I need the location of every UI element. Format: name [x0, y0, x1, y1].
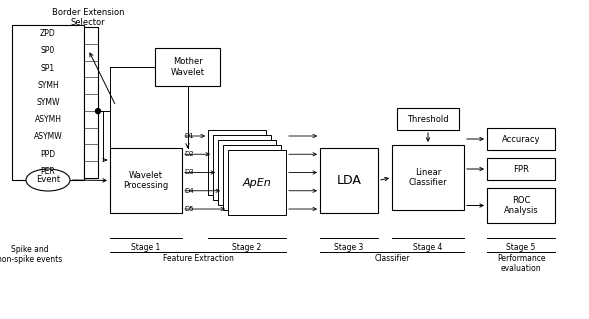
Text: Stage 5: Stage 5	[507, 243, 535, 252]
Text: SYMW: SYMW	[37, 98, 59, 107]
Text: Spike and
non-spike events: Spike and non-spike events	[0, 245, 62, 264]
Bar	[208, 130, 266, 195]
Text: SYMH: SYMH	[37, 81, 59, 90]
Text: Wavelet
Processing: Wavelet Processing	[123, 171, 168, 190]
Text: FPR: FPR	[513, 165, 529, 174]
Bar	[397, 108, 459, 130]
Bar	[223, 145, 281, 210]
Circle shape	[95, 108, 101, 114]
Bar	[228, 150, 286, 215]
Text: Stage 3: Stage 3	[335, 243, 363, 252]
Text: ROC
Analysis: ROC Analysis	[504, 196, 538, 215]
Text: PPD: PPD	[41, 150, 55, 159]
Text: D5: D5	[184, 206, 194, 212]
Bar	[12, 25, 84, 180]
Text: PER: PER	[41, 167, 55, 176]
Text: Stage 4: Stage 4	[413, 243, 443, 252]
Text: Border Extension
Selector: Border Extension Selector	[52, 8, 124, 27]
Text: Stage 2: Stage 2	[233, 243, 262, 252]
Bar	[487, 158, 555, 180]
Text: D3: D3	[184, 169, 194, 175]
Bar	[213, 135, 271, 200]
Bar	[320, 148, 378, 213]
Text: ASYMH: ASYMH	[35, 115, 61, 124]
Text: Performance
evaluation: Performance evaluation	[497, 254, 545, 273]
Text: ZPD: ZPD	[40, 29, 56, 38]
Bar	[487, 128, 555, 150]
Text: ApEn: ApEn	[243, 177, 272, 188]
Text: Threshold: Threshold	[407, 115, 449, 123]
Text: Stage 1: Stage 1	[131, 243, 161, 252]
Text: D4: D4	[184, 188, 194, 194]
Text: SP1: SP1	[41, 63, 55, 72]
Text: SP0: SP0	[41, 46, 55, 55]
Text: Mother
Wavelet: Mother Wavelet	[170, 57, 204, 77]
Text: Feature Extraction: Feature Extraction	[163, 254, 233, 263]
Text: D1: D1	[184, 133, 194, 139]
Bar	[218, 140, 276, 205]
Bar	[487, 188, 555, 223]
Bar	[110, 148, 182, 213]
Text: Linear
Classifier: Linear Classifier	[409, 168, 447, 187]
Bar	[84, 27, 98, 178]
Bar	[155, 48, 220, 86]
Text: ASYMW: ASYMW	[34, 132, 62, 141]
Text: Event: Event	[36, 175, 60, 184]
Text: LDA: LDA	[336, 174, 362, 187]
Bar	[392, 145, 464, 210]
Text: Classifier: Classifier	[375, 254, 410, 263]
Ellipse shape	[26, 169, 70, 191]
Text: D2: D2	[184, 151, 194, 157]
Text: Accuracy: Accuracy	[502, 135, 540, 144]
